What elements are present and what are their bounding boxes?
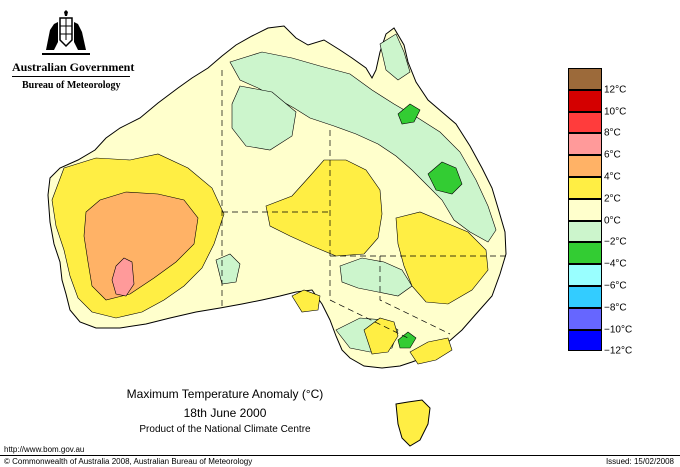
legend-label: −10°C — [604, 324, 633, 336]
legend-swatch — [568, 177, 602, 199]
orange-region — [83, 191, 199, 301]
legend-swatch — [568, 198, 602, 221]
legend-swatch — [568, 155, 602, 177]
issued-date: Issued: 15/02/2008 — [605, 457, 674, 466]
legend-label: −6°C — [604, 280, 627, 292]
legend-swatch — [568, 68, 602, 90]
legend-label: 0°C — [604, 215, 621, 227]
legend-label: −12°C — [604, 345, 633, 357]
yellow-region-sa — [291, 289, 321, 313]
map-credit: Product of the National Climate Centre — [139, 424, 311, 435]
yellow-region-east — [395, 211, 489, 305]
copyright-text: © Commonwealth of Australia 2008, Austra… — [4, 457, 253, 466]
legend-label: −4°C — [604, 258, 627, 270]
legend-label: −2°C — [604, 236, 627, 248]
pink-region — [111, 257, 135, 297]
legend-label: 8°C — [604, 127, 621, 139]
legend-label: 10°C — [604, 106, 627, 118]
yellow-region-central — [265, 159, 383, 257]
legend-swatch — [568, 133, 602, 156]
legend-label: 4°C — [604, 171, 621, 183]
tasmania — [395, 399, 431, 447]
legend-swatch — [568, 220, 602, 243]
footer-divider — [0, 455, 680, 456]
legend-swatch — [568, 264, 602, 286]
map-date: 18th June 2000 — [183, 406, 267, 420]
dark-green-north — [397, 103, 421, 125]
green-region-kimberley — [231, 85, 297, 151]
legend-label: −8°C — [604, 302, 627, 314]
legend-swatch — [568, 329, 602, 352]
legend-swatch — [568, 242, 602, 265]
government-title: Australian Government — [12, 60, 135, 74]
state-borders — [221, 70, 506, 339]
dark-green-vic — [397, 331, 417, 349]
legend-label: 2°C — [604, 193, 621, 205]
legend-swatch — [568, 307, 602, 330]
green-region-southeast — [339, 257, 413, 297]
map-title: Maximum Temperature Anomaly (°C) — [126, 387, 324, 401]
yellow-region-coast — [409, 337, 453, 365]
legend-label: 12°C — [604, 84, 627, 96]
dark-green-qld — [427, 161, 463, 195]
coat-of-arms-icon — [42, 10, 90, 55]
legend-label: 6°C — [604, 149, 621, 161]
bureau-title: Bureau of Meteorology — [22, 80, 121, 91]
legend-swatch — [568, 111, 602, 134]
green-region-north — [229, 51, 497, 243]
yellow-region-south — [363, 317, 399, 355]
header-divider — [12, 76, 130, 77]
legend-swatch — [568, 89, 602, 112]
website-link[interactable]: http://www.bom.gov.au — [4, 445, 85, 454]
legend-swatch — [568, 286, 602, 308]
green-region-cape — [379, 33, 411, 81]
